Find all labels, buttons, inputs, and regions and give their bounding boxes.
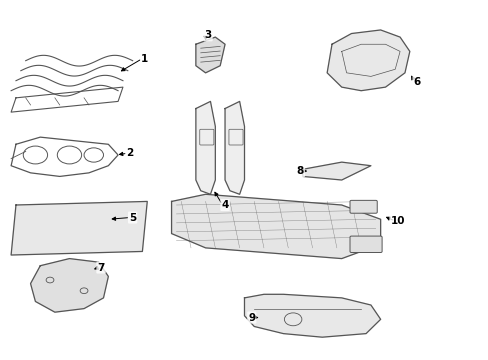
Text: 6: 6 xyxy=(413,77,420,87)
Text: 4: 4 xyxy=(221,200,228,210)
Text: 9: 9 xyxy=(248,312,255,323)
Polygon shape xyxy=(11,202,147,255)
Text: 3: 3 xyxy=(204,30,211,40)
Polygon shape xyxy=(196,102,215,194)
Polygon shape xyxy=(171,194,380,258)
Text: 2: 2 xyxy=(126,148,134,158)
FancyBboxPatch shape xyxy=(349,236,381,252)
Polygon shape xyxy=(196,37,224,73)
Polygon shape xyxy=(244,294,380,337)
Text: 7: 7 xyxy=(97,262,104,273)
FancyBboxPatch shape xyxy=(349,201,376,213)
Polygon shape xyxy=(326,30,409,91)
Polygon shape xyxy=(224,102,244,194)
Text: 8: 8 xyxy=(296,166,304,176)
Polygon shape xyxy=(302,162,370,180)
Text: 5: 5 xyxy=(129,212,136,222)
Text: 1: 1 xyxy=(141,54,148,64)
Text: 10: 10 xyxy=(389,216,404,226)
Polygon shape xyxy=(30,258,108,312)
